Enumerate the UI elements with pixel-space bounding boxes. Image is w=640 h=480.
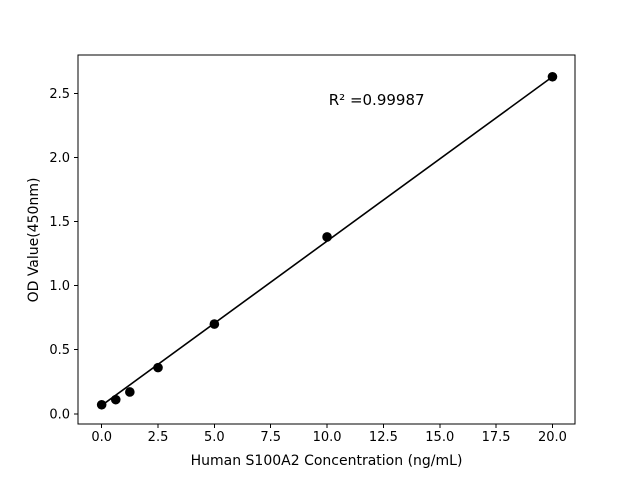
x-tick-label: 12.5 [369, 430, 398, 445]
x-tick-label: 15.0 [425, 430, 454, 445]
y-axis-label: OD Value(450nm) [26, 177, 42, 302]
y-tick-label: 0.5 [49, 343, 70, 358]
data-point [96, 399, 107, 410]
x-tick-label: 5.0 [204, 430, 225, 445]
x-tick-label: 20.0 [538, 430, 567, 445]
r-squared-annotation: R² =0.99987 [328, 90, 425, 109]
x-tick-label: 7.5 [260, 430, 281, 445]
data-point [209, 319, 220, 329]
y-tick-label: 1.0 [49, 279, 70, 294]
x-tick-label: 0.0 [91, 430, 112, 445]
data-point [322, 232, 332, 242]
y-tick-label: 0.0 [49, 407, 70, 422]
x-axis-label: Human S100A2 Concentration (ng/mL) [190, 453, 463, 469]
data-point [547, 71, 558, 82]
data-point [110, 394, 121, 405]
y-tick-label: 1.5 [49, 215, 70, 230]
y-tick-label: 2.5 [49, 87, 70, 102]
y-tick-label: 2.0 [49, 151, 70, 166]
data-point [125, 387, 135, 397]
x-tick-label: 10.0 [313, 430, 342, 445]
x-tick-label: 2.5 [148, 430, 169, 445]
data-point [153, 362, 163, 373]
plot-border [77, 54, 576, 425]
x-tick-label: 17.5 [482, 430, 511, 445]
